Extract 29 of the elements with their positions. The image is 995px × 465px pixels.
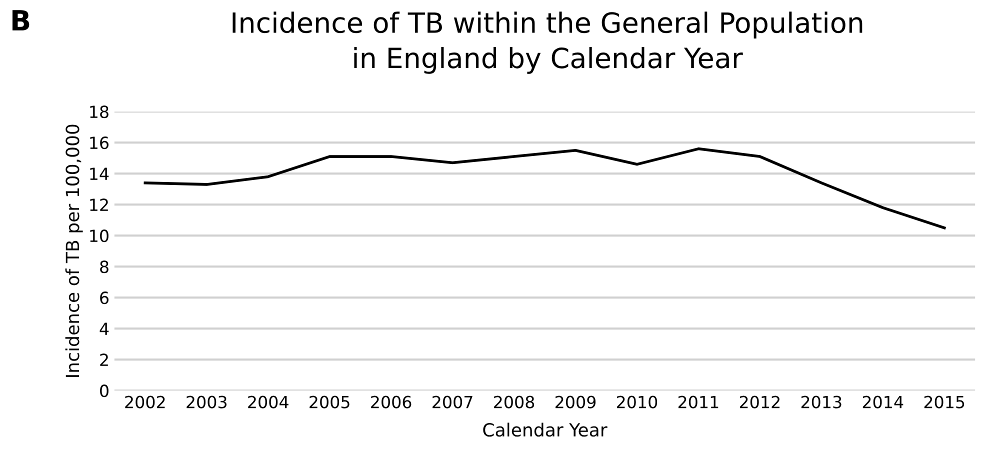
chart-title: Incidence of TB within the General Population in England by Calendar Year (232, 12, 862, 74)
x-tick-label: 2015 (924, 396, 964, 408)
x-tick-label: 2005 (310, 396, 350, 408)
y-axis-title: Incidence of TB per 100,000 (65, 124, 83, 377)
x-tick-label: 2013 (801, 396, 842, 408)
y-tick-label: 16 (90, 136, 109, 150)
line-series (144, 147, 946, 230)
x-tick-label: 2014 (862, 396, 904, 408)
x-tick-label: 2002 (125, 396, 165, 408)
x-tick-label: 2011 (678, 396, 718, 408)
y-tick-label: 2 (100, 354, 108, 366)
y-tick-label: 8 (100, 260, 108, 274)
y-tick-label: 10 (90, 230, 108, 242)
text: B (12, 10, 30, 30)
y-tick-label: 18 (90, 106, 108, 118)
y-tick-label: 0 (100, 384, 108, 398)
x-tick-label: 2010 (616, 396, 658, 408)
x-tick-label: 2004 (248, 396, 288, 408)
y-tick-label: 4 (100, 322, 109, 335)
y-tick-label: 12 (90, 198, 108, 211)
y-tick-label: 14 (90, 168, 109, 180)
x-tick-label: 2007 (432, 396, 472, 408)
x-tick-label: 2006 (371, 396, 412, 408)
x-tick-label: 2012 (740, 396, 780, 408)
x-axis-title: Calendar Year (483, 422, 608, 437)
x-tick-label: 2003 (186, 396, 227, 408)
x-tick-label: 2009 (556, 396, 596, 408)
y-tick-label: 6 (100, 292, 109, 304)
x-tick-label: 2008 (494, 396, 534, 408)
